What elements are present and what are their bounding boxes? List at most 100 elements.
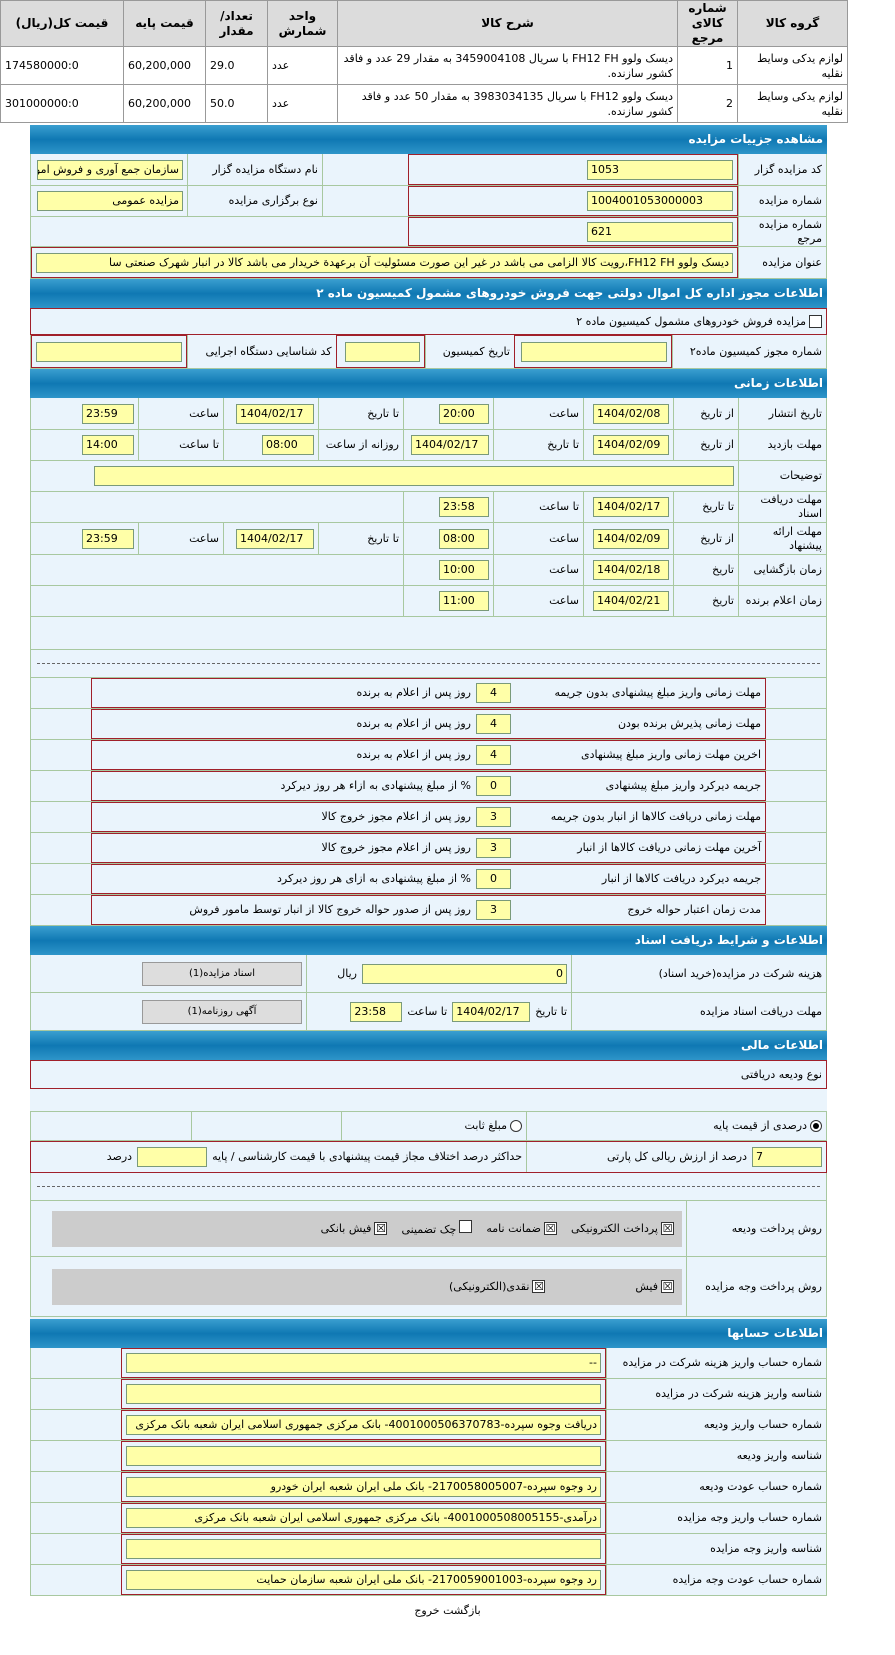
checkbox[interactable]: ☒: [374, 1221, 388, 1235]
checkbox[interactable]: ☒: [544, 1221, 557, 1235]
col-total: قیمت کل(ریال): [0, 0, 124, 47]
label: شناسه واریز ودیعه: [606, 1441, 826, 1471]
deadline-value-field[interactable]: 3: [476, 900, 511, 920]
account-field[interactable]: دریافت وجوه سپرده-4001000506370783- بانک…: [126, 1415, 601, 1435]
account-field[interactable]: رد وجوه سپرده-2170059001003- بانک ملی ای…: [126, 1570, 601, 1590]
label: نام دستگاه مزایده گزار: [187, 154, 322, 185]
checkbox[interactable]: ☒: [661, 1221, 674, 1235]
payment-methods: ☒فیش ☒نقدی(الکترونیکی): [52, 1268, 682, 1305]
checkbox[interactable]: ☒: [532, 1279, 546, 1293]
suffix: روز پس از صدور حواله خروج کالا از انبار …: [189, 903, 471, 916]
deadline-value-field[interactable]: 3: [476, 807, 511, 827]
account-field[interactable]: --: [126, 1353, 601, 1373]
deadline-value-field[interactable]: 0: [476, 776, 511, 796]
visit-to-time[interactable]: 14:00: [82, 435, 134, 455]
cell: 50.0: [205, 84, 268, 123]
account-field[interactable]: رد وجوه سپرده-2170058005007- بانک ملی ای…: [126, 1477, 601, 1497]
deadline-value-field[interactable]: 4: [476, 745, 511, 765]
docs-deadline-time[interactable]: 23:58: [350, 1001, 403, 1022]
offer-to-time[interactable]: 23:59: [82, 528, 134, 549]
description-field[interactable]: [94, 466, 734, 486]
account-field[interactable]: [126, 1539, 601, 1559]
subject-field[interactable]: دیسک ولوو FH12 FH،رویت کالا الزامی می با…: [36, 252, 733, 273]
method-option[interactable]: ☒نقدی(الکترونیکی): [449, 1279, 546, 1294]
docs-deadline-date[interactable]: 1404/02/17: [452, 1001, 531, 1022]
suffix: روز پس از اعلام به برنده: [356, 748, 471, 761]
fee-field[interactable]: 0: [362, 963, 567, 984]
winner-date[interactable]: 1404/02/21: [593, 591, 669, 611]
account-field[interactable]: [126, 1446, 601, 1466]
cell: 29.0: [205, 46, 268, 85]
publish-from-date[interactable]: 1404/02/08: [593, 403, 669, 424]
winner-time[interactable]: 11:00: [439, 591, 489, 611]
opening-date[interactable]: 1404/02/18: [593, 560, 669, 580]
visit-from-date[interactable]: 1404/02/09: [593, 435, 669, 455]
label: تا ساعت: [493, 492, 583, 522]
method-option[interactable]: ☒پرداخت الکترونیکی: [571, 1221, 674, 1236]
auctioneer-code-field[interactable]: 1053: [587, 159, 733, 180]
section-header-accounts: اطلاعات حسابها: [30, 1319, 827, 1348]
newspaper-ad-button[interactable]: آگهی روزنامه(1): [142, 999, 302, 1024]
offer-from-time[interactable]: 08:00: [439, 528, 489, 549]
deadline-value-field[interactable]: 4: [476, 714, 511, 734]
percent-field[interactable]: 7: [752, 1147, 822, 1167]
deadline-row: جریمه دیرکرد دریافت کالاها از انبار 0 % از…: [30, 864, 827, 895]
items-table: گروه کالا شماره کالای مرجع شرح کالا واحد…: [0, 0, 848, 123]
opening-time[interactable]: 10:00: [439, 560, 489, 580]
commission-checkbox[interactable]: [809, 315, 822, 328]
account-field[interactable]: [126, 1384, 601, 1404]
percent-radio[interactable]: [810, 1120, 822, 1132]
label: شماره مزایده: [738, 186, 826, 216]
label: شماره مزایده مرجع: [738, 217, 826, 246]
back-link[interactable]: بازگشت: [443, 1604, 481, 1617]
auction-documents-button[interactable]: اسناد مزایده(1): [142, 961, 302, 986]
account-row: شناسه واریز ودیعه: [30, 1441, 827, 1472]
docs-time[interactable]: 23:58: [439, 497, 489, 517]
label: مهلت دریافت اسناد مزایده: [571, 993, 826, 1030]
label: شماره حساب عودت وجه مزایده: [606, 1565, 826, 1595]
max-diff-field[interactable]: [137, 1147, 208, 1167]
suffix: روز پس از اعلام مجوز خروج کالا: [321, 841, 472, 854]
label: ساعت: [493, 586, 583, 616]
cell: لوازم یدکی وسایط نقلیه: [737, 84, 848, 123]
method-option[interactable]: چک تضمینی: [401, 1220, 473, 1237]
label: تاریخ: [673, 586, 738, 616]
commission-date-field[interactable]: [344, 341, 420, 362]
auction-type-field[interactable]: مزایده عمومی: [37, 191, 183, 211]
offer-to-date[interactable]: 1404/02/17: [236, 528, 314, 549]
publish-from-time[interactable]: 20:00: [439, 403, 489, 424]
section-header-financial: اطلاعات مالی: [30, 1031, 827, 1060]
label: توضیحات: [738, 461, 826, 491]
deadline-value-field[interactable]: 3: [476, 838, 511, 858]
account-row: شماره حساب عودت وجه مزایده رد وجوه سپرده…: [30, 1565, 827, 1596]
account-field[interactable]: درآمدی-4001000508005155- بانک مرکزی جمهو…: [126, 1508, 601, 1528]
label: ساعت: [493, 523, 583, 554]
method-option[interactable]: ☒ضمانت نامه: [486, 1221, 557, 1236]
org-field[interactable]: سازمان جمع آوری و فروش امو: [37, 159, 183, 180]
permit-number-field[interactable]: [521, 341, 668, 362]
col-desc: شرح کالا: [337, 0, 678, 47]
deadline-value-field[interactable]: 0: [476, 869, 511, 889]
visit-from-time[interactable]: 08:00: [262, 435, 314, 455]
checkbox[interactable]: ☒: [661, 1279, 674, 1293]
offer-from-date[interactable]: 1404/02/09: [593, 528, 669, 549]
publish-to-date[interactable]: 1404/02/17: [236, 403, 314, 424]
label: از تاریخ: [673, 398, 738, 429]
method-option[interactable]: ☒فیش: [635, 1279, 674, 1294]
checkbox[interactable]: [459, 1220, 473, 1233]
docs-to-date[interactable]: 1404/02/17: [593, 497, 669, 517]
fixed-amount-radio[interactable]: [510, 1120, 522, 1132]
exec-code-field[interactable]: [36, 341, 182, 362]
auction-number-field[interactable]: 1004001053000003: [587, 191, 733, 211]
label: تا ساعت: [138, 430, 223, 460]
exit-link[interactable]: خروج: [414, 1604, 440, 1617]
ref-number-field[interactable]: 621: [587, 221, 733, 242]
label: جریمه دیرکرد واریز مبلغ پیشنهادی: [605, 779, 761, 792]
publish-to-time[interactable]: 23:59: [82, 403, 134, 424]
method-option[interactable]: ☒فیش بانکی: [321, 1221, 388, 1236]
deadline-value-field[interactable]: 4: [476, 683, 511, 703]
label: مهلت بازدید: [738, 430, 826, 460]
visit-to-date[interactable]: 1404/02/17: [411, 435, 489, 455]
suffix: % از مبلغ پیشنهادی به ازاء هر روز دیرکرد: [280, 779, 471, 792]
label: کد مزایده گزار: [738, 154, 826, 185]
